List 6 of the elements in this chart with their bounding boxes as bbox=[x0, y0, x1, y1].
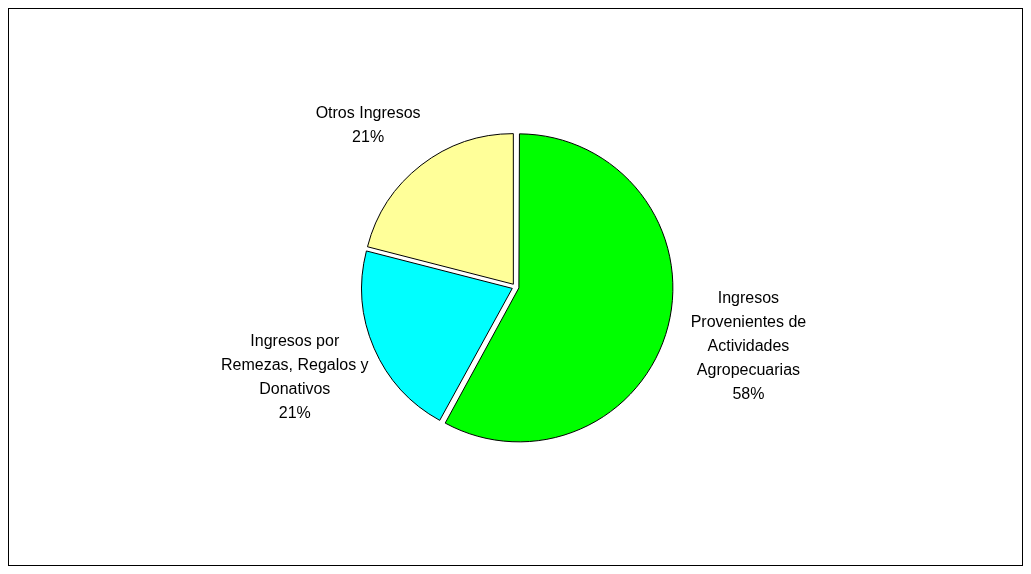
data-label: 21% bbox=[278, 404, 311, 422]
slice-label: Otros Ingresos bbox=[315, 103, 421, 121]
slice-label: Ingresos por Remezas, Regalos y Donativos bbox=[220, 332, 369, 398]
data-label: 58% bbox=[732, 385, 765, 403]
data-label: 21% bbox=[352, 127, 385, 145]
slice-label: Ingresos Provenientes de Actividades Agropecuarias bbox=[690, 289, 807, 379]
